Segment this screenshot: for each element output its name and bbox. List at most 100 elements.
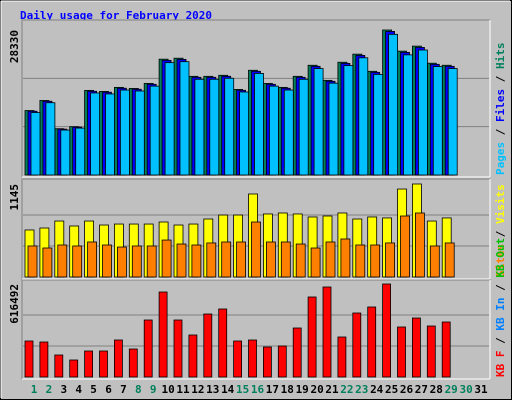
bar xyxy=(57,244,68,278)
bar xyxy=(209,78,220,176)
bar xyxy=(322,286,332,378)
bar xyxy=(158,291,168,378)
bar xyxy=(358,57,369,176)
bar xyxy=(146,245,157,278)
legend-entry: Files xyxy=(494,89,507,122)
bar xyxy=(292,327,302,378)
x-tick-label: 4 xyxy=(75,383,82,396)
x-tick-label: 31 xyxy=(474,383,488,396)
bar xyxy=(352,312,362,378)
bar xyxy=(69,359,79,378)
bar xyxy=(325,241,336,278)
legend: Sites / Visits xyxy=(494,184,507,277)
bar xyxy=(251,221,261,278)
bar xyxy=(254,73,264,176)
bar xyxy=(188,334,198,378)
legend-separator: / xyxy=(494,331,507,351)
bar xyxy=(176,243,187,278)
y-max-label: 616492 xyxy=(8,284,21,324)
bar xyxy=(298,78,309,176)
legend-entry: Hits xyxy=(494,43,507,70)
bar xyxy=(417,49,428,176)
bar xyxy=(328,82,339,176)
bar xyxy=(239,91,250,176)
bar xyxy=(313,68,324,176)
bar xyxy=(382,283,392,378)
x-tick-label: 24 xyxy=(370,383,384,396)
bar xyxy=(411,317,421,378)
bar xyxy=(307,296,317,378)
y-max-label: 28330 xyxy=(8,30,21,63)
bar xyxy=(224,77,235,176)
bar xyxy=(283,89,294,176)
bar xyxy=(277,345,287,378)
x-tick-label: 8 xyxy=(135,383,142,396)
bar xyxy=(295,243,306,278)
legend-separator: / xyxy=(494,278,507,298)
bar xyxy=(265,241,276,278)
x-tick-label: 3 xyxy=(60,383,67,396)
bar xyxy=(432,66,443,176)
bar xyxy=(203,313,213,378)
x-tick-label: 17 xyxy=(266,383,279,396)
bar xyxy=(426,325,436,378)
x-tick-label: 30 xyxy=(459,383,472,396)
legend-separator: / xyxy=(494,224,507,244)
bar xyxy=(131,245,142,278)
x-tick-label: 9 xyxy=(150,383,157,396)
bar xyxy=(340,238,351,278)
bar xyxy=(388,33,399,176)
x-tick-label: 27 xyxy=(415,383,428,396)
bar xyxy=(173,319,183,378)
bar xyxy=(60,129,71,176)
y-max-label: 1145 xyxy=(8,184,21,211)
bar xyxy=(194,78,205,176)
bar xyxy=(429,245,440,278)
legend-entry: Visits xyxy=(494,184,507,224)
bar xyxy=(99,350,108,378)
bar xyxy=(84,350,93,378)
x-tick-label: 18 xyxy=(281,383,294,396)
bar xyxy=(161,239,172,278)
bar xyxy=(72,245,83,278)
x-tick-label: 10 xyxy=(161,383,174,396)
legend-entry: KB F xyxy=(494,351,507,378)
x-tick-label: 16 xyxy=(251,383,265,396)
bar xyxy=(191,244,202,278)
x-tick-label: 12 xyxy=(191,383,204,396)
x-tick-label: 6 xyxy=(105,383,112,396)
bar xyxy=(441,321,451,378)
x-tick-label: 29 xyxy=(445,383,458,396)
x-tick-label: 23 xyxy=(355,383,368,396)
x-tick-label: 1 xyxy=(31,383,38,396)
bar xyxy=(310,247,321,278)
bar xyxy=(447,68,458,176)
chart-title: Daily usage for February 2020 xyxy=(20,9,212,22)
bar xyxy=(128,348,138,378)
x-tick-label: 14 xyxy=(221,383,235,396)
bar xyxy=(367,306,377,378)
bar xyxy=(414,212,425,278)
bar xyxy=(45,102,56,176)
legend-entry: Pages xyxy=(494,142,507,175)
bar xyxy=(262,346,272,378)
legend-entry: Sites xyxy=(494,244,507,277)
bar xyxy=(24,340,34,378)
bar xyxy=(117,246,127,278)
x-tick-label: 15 xyxy=(236,383,249,396)
x-tick-label: 21 xyxy=(325,383,339,396)
bar xyxy=(134,90,145,176)
bar xyxy=(30,112,41,176)
legend-separator: / xyxy=(494,122,507,142)
bar xyxy=(206,242,217,278)
bar xyxy=(42,247,53,278)
bar xyxy=(397,326,406,378)
bar xyxy=(400,215,410,278)
bar xyxy=(90,92,100,176)
x-tick-label: 20 xyxy=(310,383,323,396)
legend: Pages / Files / Hits xyxy=(494,43,507,176)
legend: KB F / KB In / KB Out xyxy=(494,238,507,377)
legend-entry: KB Out xyxy=(494,238,507,278)
bar xyxy=(233,340,243,378)
